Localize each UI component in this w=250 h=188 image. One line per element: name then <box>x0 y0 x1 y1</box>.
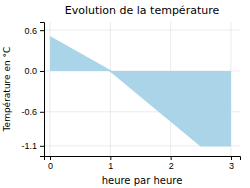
y-tick-label: -1.1 <box>21 141 37 151</box>
y-tick: -1.1 <box>21 141 44 151</box>
grid-line-x <box>110 22 111 156</box>
y-tick-mark <box>40 30 44 31</box>
y-axis-line <box>40 23 45 157</box>
title: Evolution de la température <box>65 4 220 17</box>
x-tick: 1 <box>108 156 113 171</box>
y-tick-mark <box>40 71 44 72</box>
y-tick: 0.6 <box>24 26 44 36</box>
y-tick: 0.0 <box>24 66 44 76</box>
plot: 0 1 2 3 -1.1 -0.6 0.0 0.6 <box>21 22 240 171</box>
y-tick-mark <box>40 146 44 147</box>
y-axis-title: Température en °C <box>2 47 12 133</box>
x-tick-label: 3 <box>229 161 234 171</box>
x-axis-line <box>45 157 241 161</box>
chart: 0 1 2 3 -1.1 -0.6 0.0 0.6 Evolution de la tempér… <box>0 0 250 188</box>
y-tick-mark <box>40 112 44 113</box>
x-tick-mark <box>110 156 111 160</box>
x-tick-mark <box>171 156 172 160</box>
y-tick-label: 0.6 <box>24 26 37 36</box>
marks <box>50 37 231 146</box>
x-tick-mark <box>231 156 232 160</box>
y-tick-label: 0.0 <box>24 66 37 76</box>
grid <box>44 22 240 156</box>
x-tick-label: 0 <box>48 161 53 171</box>
y-tick: -0.6 <box>21 107 44 117</box>
area <box>50 37 231 146</box>
x-tick: 2 <box>169 156 174 171</box>
grid-line-y <box>44 30 240 31</box>
x-axis: 0 1 2 3 <box>45 156 241 171</box>
x-tick-label: 1 <box>108 161 113 171</box>
x-tick: 0 <box>48 156 53 171</box>
x-tick: 3 <box>229 156 234 171</box>
x-axis-title: heure par heure <box>102 175 183 186</box>
x-tick-label: 2 <box>169 161 174 171</box>
line <box>50 37 231 146</box>
y-tick-label: -0.6 <box>21 107 37 117</box>
x-tick-mark <box>50 156 51 160</box>
y-axis: -1.1 -0.6 0.0 0.6 <box>21 23 44 157</box>
